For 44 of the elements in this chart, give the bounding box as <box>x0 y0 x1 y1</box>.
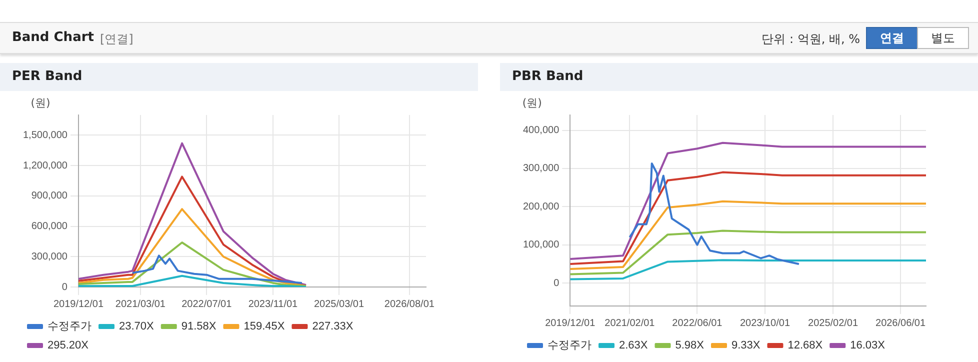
legend-label: 91.58X <box>181 320 217 333</box>
x-tick-label: 2022/06/01 <box>672 318 723 329</box>
text: 단위 : 억원, 배, % <box>762 31 860 48</box>
x-tick-label: 2019/12/01 <box>545 318 596 329</box>
y-tick-label: 1,500,000 <box>22 130 68 141</box>
legend-label: 2.63X <box>619 340 648 352</box>
y-tick-label: 300,000 <box>522 163 560 174</box>
text: 별도 <box>917 27 969 49</box>
text: Band Chart <box>12 30 94 45</box>
legend-label: 수정주가 <box>48 320 92 333</box>
y-tick-label: 0 <box>62 282 68 293</box>
x-tick-label: 2021/03/01 <box>115 298 166 310</box>
y-tick-label: 200,000 <box>522 201 560 212</box>
y-tick-label: 0 <box>554 278 560 289</box>
legend-label: 수정주가 <box>548 340 592 352</box>
y-tick-label: 1,200,000 <box>22 160 68 172</box>
y-tick-label: 600,000 <box>31 221 68 232</box>
x-tick-label: 2026/06/01 <box>876 318 926 329</box>
x-tick-label: 2023/10/01 <box>740 318 790 329</box>
x-tick-label: 2025/02/01 <box>808 318 858 329</box>
text: [연결] <box>100 31 134 48</box>
chart-title: PBR Band <box>500 63 978 91</box>
chart-title: PER Band <box>0 63 478 91</box>
y-tick-label: 300,000 <box>31 251 68 262</box>
x-tick-label: 2023/11/01 <box>248 298 298 310</box>
legend-label: 23.70X <box>119 320 155 333</box>
y-axis-title: (원) <box>30 96 50 110</box>
legend-label: 12.68X <box>788 340 824 352</box>
x-tick-label: 2025/03/01 <box>314 298 364 310</box>
y-tick-label: 900,000 <box>31 190 68 202</box>
x-tick-label: 2026/08/01 <box>384 298 435 310</box>
x-tick-label: 2021/02/01 <box>604 318 656 329</box>
legend-label: 9.33X <box>731 340 761 352</box>
x-tick-label: 2019/12/01 <box>53 298 104 310</box>
legend-label: 159.45X <box>244 320 286 333</box>
legend-label: 16.03X <box>850 340 886 352</box>
y-tick-label: 100,000 <box>522 240 560 251</box>
x-tick-label: 2022/07/01 <box>182 298 232 310</box>
y-axis-title: (원) <box>522 96 542 110</box>
text: 연결 <box>866 27 918 49</box>
legend-label: 5.98X <box>675 340 705 352</box>
y-tick-label: 400,000 <box>522 125 560 136</box>
legend-label: 295.20X <box>48 340 90 352</box>
legend-label: 227.33X <box>312 320 354 333</box>
